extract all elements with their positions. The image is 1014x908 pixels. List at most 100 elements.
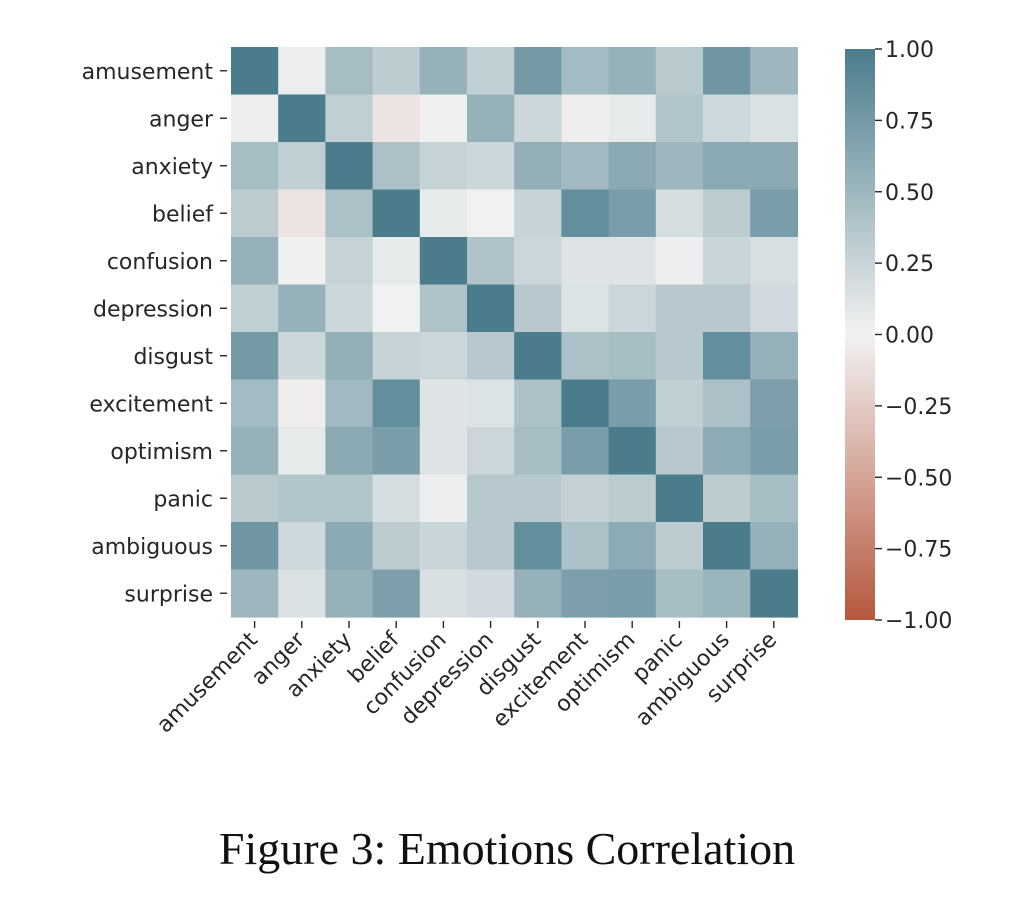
heatmap-cell-depression-panic [655,284,704,333]
heatmap-cell-belief-anxiety [325,189,374,238]
heatmap-cell-ambiguous-confusion [419,522,468,571]
heatmap-cell-anxiety-belief [372,142,421,191]
heatmap-cell-surprise-depression [467,569,515,618]
heatmap-cell-panic-panic [655,474,704,523]
heatmap-cell-amusement-depression [467,47,515,96]
heatmap-cell-amusement-amusement [231,47,279,96]
heatmap-cell-anxiety-anxiety [325,142,374,191]
heatmap-cell-anger-surprise [750,94,798,143]
heatmap-cell-excitement-surprise [750,379,798,428]
heatmap-cell-amusement-excitement [561,47,610,96]
y-axis-labels: amusement anger anxiety belief confusion depr… [82,60,227,607]
heatmap-cell-disgust-surprise [750,332,798,381]
heatmap-cell-panic-anxiety [325,474,374,523]
heatmap-cell-disgust-panic [655,332,704,381]
heatmap-cell-amusement-surprise [750,47,798,96]
heatmap-cell-depression-anger [278,284,326,333]
heatmap-cell-confusion-excitement [561,237,610,286]
heatmap-cell-optimism-belief [372,427,421,476]
heatmap-cell-amusement-optimism [608,47,657,96]
heatmap-cell-panic-optimism [608,474,657,523]
heatmap-cell-anxiety-depression [467,142,515,191]
heatmap-cell-ambiguous-depression [467,522,515,571]
heatmap-cell-belief-belief [372,189,421,238]
heatmap-cell-belief-anger [278,189,326,238]
heatmap-cell-anxiety-anger [278,142,326,191]
heatmap-cell-excitement-confusion [419,379,468,428]
colorbar-tick-label: 0.50 [885,181,934,206]
heatmap-cells [231,47,798,618]
heatmap-cell-anger-confusion [419,94,468,143]
x-axis-labels: amusementangeranxietybeliefconfusiondepr… [152,621,782,738]
heatmap-cell-optimism-panic [655,427,704,476]
heatmap-cell-anxiety-optimism [608,142,657,191]
heatmap-cell-belief-confusion [419,189,468,238]
heatmap-cell-anger-panic [655,94,704,143]
heatmap-cell-panic-ambiguous [703,474,751,523]
heatmap-cell-amusement-anger [278,47,326,96]
heatmap-cell-excitement-excitement [561,379,610,428]
heatmap-cell-ambiguous-surprise [750,522,798,571]
heatmap-cell-panic-depression [467,474,515,523]
heatmap-cell-excitement-anxiety [325,379,374,428]
heatmap-cell-excitement-anger [278,379,326,428]
heatmap-cell-belief-excitement [561,189,610,238]
colorbar-tick-label: 0.75 [885,109,934,134]
heatmap-cell-depression-ambiguous [703,284,751,333]
heatmap-cell-surprise-anger [278,569,326,618]
heatmap-cell-disgust-belief [372,332,421,381]
heatmap-cell-amusement-ambiguous [703,47,751,96]
heatmap-cell-excitement-panic [655,379,704,428]
heatmap-cell-confusion-anxiety [325,237,374,286]
heatmap-cell-anger-excitement [561,94,610,143]
heatmap-cell-ambiguous-anger [278,522,326,571]
heatmap-cell-excitement-belief [372,379,421,428]
y-tick-label-excitement: excitement [89,392,213,417]
heatmap-cell-anger-anxiety [325,94,374,143]
heatmap-cell-panic-belief [372,474,421,523]
heatmap-cell-panic-amusement [231,474,279,523]
y-tick-label-anger: anger [149,107,214,132]
colorbar-tick-label: −0.25 [885,395,952,420]
heatmap-cell-ambiguous-optimism [608,522,657,571]
heatmap-cell-anger-optimism [608,94,657,143]
heatmap-cell-belief-depression [467,189,515,238]
heatmap-cell-belief-amusement [231,189,279,238]
colorbar-tick-label: −0.75 [885,538,952,563]
heatmap-cell-panic-confusion [419,474,468,523]
heatmap-cell-disgust-anxiety [325,332,374,381]
heatmap-cell-amusement-confusion [419,47,468,96]
heatmap-cell-disgust-excitement [561,332,610,381]
heatmap-cell-surprise-excitement [561,569,610,618]
heatmap-cell-optimism-disgust [514,427,562,476]
heatmap-cell-optimism-confusion [419,427,468,476]
y-tick-label-depression: depression [93,297,213,322]
heatmap-cell-anxiety-excitement [561,142,610,191]
y-tick-label-surprise: surprise [124,582,213,607]
heatmap-cell-disgust-confusion [419,332,468,381]
heatmap-cell-amusement-panic [655,47,704,96]
heatmap-cell-disgust-ambiguous [703,332,751,381]
heatmap-cell-surprise-belief [372,569,421,618]
y-tick-label-belief: belief [152,202,214,227]
heatmap-cell-optimism-surprise [750,427,798,476]
heatmap-cell-anger-anger [278,94,326,143]
heatmap-cell-disgust-anger [278,332,326,381]
heatmap-cell-anxiety-panic [655,142,704,191]
heatmap-cell-anger-depression [467,94,515,143]
heatmap-cell-amusement-anxiety [325,47,374,96]
heatmap-cell-optimism-ambiguous [703,427,751,476]
heatmap-cell-ambiguous-amusement [231,522,279,571]
heatmap-cell-anxiety-disgust [514,142,562,191]
heatmap-cell-belief-surprise [750,189,798,238]
colorbar-tick-label: 0.25 [885,252,934,277]
heatmap-cell-anxiety-surprise [750,142,798,191]
heatmap-cell-confusion-depression [467,237,515,286]
heatmap-cell-depression-depression [467,284,515,333]
heatmap-cell-optimism-depression [467,427,515,476]
y-tick-label-amusement: amusement [82,60,214,85]
heatmap-cell-confusion-surprise [750,237,798,286]
heatmap-cell-surprise-surprise [750,569,798,618]
heatmap-cell-excitement-optimism [608,379,657,428]
